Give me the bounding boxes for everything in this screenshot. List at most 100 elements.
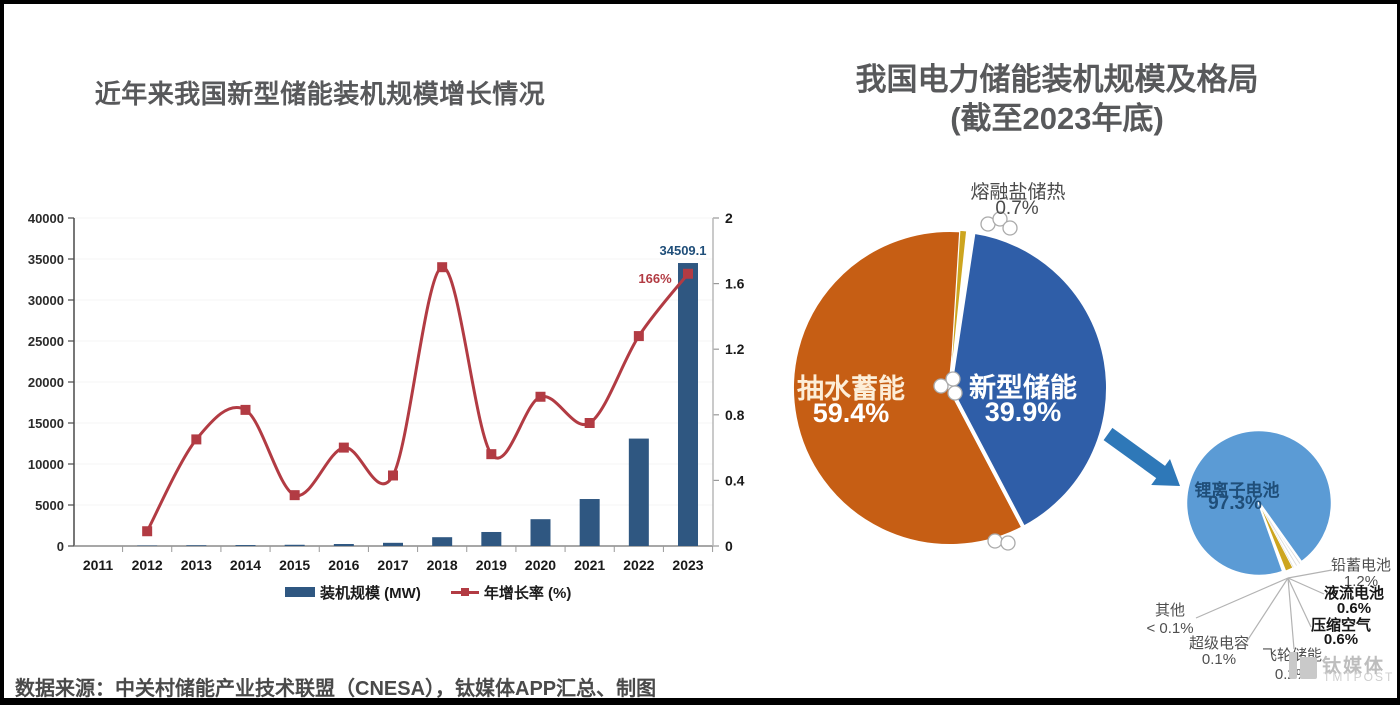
- bar-2022: [628, 438, 649, 546]
- x-tick-label-2014: 2014: [230, 557, 261, 573]
- right-tick-label: 2: [725, 210, 733, 226]
- pie-junction-dot: [992, 211, 1008, 227]
- legend-growth-label: 年增长率 (%): [483, 584, 572, 602]
- pie-slice-铅蓄电池: [1258, 502, 1294, 572]
- arrow-to-subpie-icon: [1103, 427, 1180, 486]
- subpie-pct-超级电容: 0.1%: [1201, 651, 1237, 668]
- x-tick-label-2022: 2022: [623, 557, 654, 573]
- leader-line: [1287, 569, 1333, 579]
- annotation-2023-growth: 166%: [638, 271, 672, 286]
- pie-slice-新型储能: [948, 229, 1110, 530]
- tmtpost-logo-icon: [1289, 652, 1317, 679]
- leader-line: [1246, 577, 1289, 642]
- pie-junction-dot: [987, 533, 1003, 549]
- x-tick-label-2015: 2015: [279, 557, 310, 573]
- bar-2021: [579, 499, 600, 546]
- subpie-label-液流电池: 液流电池: [1323, 585, 1384, 602]
- bar-2018: [432, 537, 453, 546]
- legend-capacity-label: 装机规模 (MW): [320, 584, 421, 602]
- bar-2015: [284, 544, 305, 546]
- right-tick-label: 0.4: [725, 472, 745, 488]
- left-tick-label: 30000: [28, 293, 64, 308]
- subpie-label-铅蓄电池: 铅蓄电池: [1330, 557, 1391, 574]
- growth-line: [145, 265, 690, 533]
- pie-label-pumped-storage: 抽水蓄能: [797, 374, 905, 404]
- pie-slice-抽水蓄能: [790, 228, 1026, 548]
- left-tick-label: 10000: [28, 457, 64, 472]
- right-chart-title: 我国电力储能装机规模及格局 (截至2023年底): [827, 60, 1287, 138]
- line-marker: [683, 268, 694, 279]
- bar-swatch-icon: [285, 587, 315, 597]
- watermark-name: 钛媒体: [1322, 656, 1386, 677]
- leader-line: [1287, 577, 1325, 595]
- right-tick-label: 0: [725, 538, 733, 554]
- leader-line: [1287, 577, 1295, 650]
- pie-junction-dot: [933, 378, 949, 394]
- x-tick-label-2018: 2018: [427, 557, 458, 573]
- data-source-text: 数据来源：中关村储能产业技术联盟（CNESA），钛媒体APP汇总、制图: [15, 678, 657, 700]
- right-tick-label: 1.2: [725, 341, 745, 357]
- pie-label-new-storage: 新型储能: [969, 373, 1077, 403]
- left-chart-title: 近年来我国新型储能装机规模增长情况: [94, 79, 546, 109]
- x-tick-label-2020: 2020: [525, 557, 556, 573]
- subpie-label-超级电容: 超级电容: [1188, 635, 1249, 652]
- subpie-pct-其他: < 0.1%: [1146, 620, 1194, 637]
- line-marker: [142, 526, 153, 537]
- left-tick-label: 25000: [28, 334, 64, 349]
- watermark-sub: TMTPOST: [1323, 670, 1395, 684]
- legend-item-capacity: 装机规模 (MW): [285, 582, 421, 603]
- line-marker: [289, 490, 300, 501]
- left-tick-label: 5000: [35, 498, 64, 513]
- white-canvas: [4, 4, 1397, 698]
- line-marker: [240, 404, 251, 415]
- watermark: 钛媒体 TMTPOST: [1289, 651, 1399, 684]
- pie-slice-熔融盐储热: [949, 229, 968, 389]
- x-tick-label-2021: 2021: [574, 557, 605, 573]
- annotation-2023-bar: 34509.1: [660, 243, 707, 258]
- bar-2016: [333, 544, 354, 546]
- line-marker: [388, 470, 399, 481]
- right-chart-title-line2: (截至2023年底): [950, 101, 1164, 136]
- pie-pct-new-storage: 39.9%: [984, 397, 1062, 427]
- subpie-label-lithium: 锂离子电池: [1194, 481, 1280, 500]
- line-swatch-icon: [450, 587, 479, 597]
- leader-line: [1195, 577, 1289, 619]
- bar-2014: [235, 545, 256, 546]
- right-tick-label: 1.6: [725, 276, 745, 292]
- subpie-pct-铅蓄电池: 1.2%: [1343, 573, 1379, 590]
- x-tick-label-2016: 2016: [328, 557, 359, 573]
- line-marker: [535, 391, 546, 402]
- chart-legend: 装机规模 (MW) 年增长率 (%): [285, 582, 585, 603]
- bar-2019: [481, 531, 502, 546]
- leader-line: [1287, 577, 1312, 628]
- line-marker: [486, 449, 497, 460]
- pie-pct-pumped-storage: 59.4%: [812, 398, 890, 428]
- x-tick-label-2011: 2011: [83, 557, 114, 573]
- left-tick-label: 20000: [28, 375, 64, 390]
- subpie-pct-液流电池: 0.6%: [1336, 600, 1372, 617]
- x-tick-label-2013: 2013: [181, 557, 212, 573]
- line-marker: [338, 442, 349, 453]
- pie-label-molten-salt: 熔融盐储热: [970, 182, 1066, 203]
- subpie-label-压缩空气: 压缩空气: [1310, 617, 1371, 634]
- bar-2020: [530, 519, 551, 546]
- legend-item-growth: 年增长率 (%): [450, 582, 572, 603]
- bar-2013: [186, 545, 207, 546]
- bar-2017: [383, 542, 404, 546]
- line-marker: [633, 331, 644, 342]
- subpie-label-其他: 其他: [1154, 602, 1185, 619]
- pie-junction-dot: [1002, 220, 1018, 236]
- left-tick-label: 15000: [28, 416, 64, 431]
- x-tick-label-2023: 2023: [672, 557, 703, 573]
- line-marker: [437, 262, 448, 273]
- subpie-pct-lithium: 97.3%: [1208, 493, 1262, 514]
- left-tick-label: 0: [57, 539, 64, 554]
- bar-2023: [678, 263, 699, 546]
- left-tick-label: 35000: [28, 252, 64, 267]
- x-tick-label-2019: 2019: [476, 557, 507, 573]
- pie-junction-dot: [1000, 535, 1016, 551]
- right-tick-label: 0.8: [725, 407, 745, 423]
- line-marker: [584, 418, 595, 428]
